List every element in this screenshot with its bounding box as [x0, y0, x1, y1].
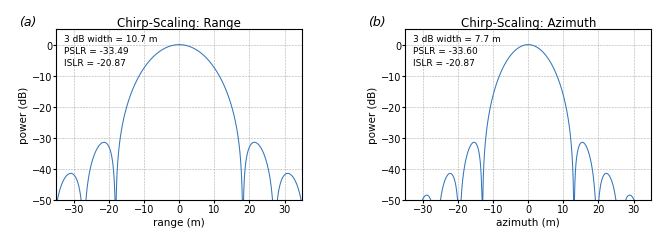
Text: (a): (a) [19, 16, 37, 29]
Text: 3 dB width = 7.7 m
PSLR = -33.60
ISLR = -20.87: 3 dB width = 7.7 m PSLR = -33.60 ISLR = … [412, 35, 501, 68]
Y-axis label: power (dB): power (dB) [368, 86, 378, 144]
Title: Chirp-Scaling: Azimuth: Chirp-Scaling: Azimuth [461, 17, 596, 30]
X-axis label: azimuth (m): azimuth (m) [497, 217, 560, 227]
Text: 3 dB width = 10.7 m
PSLR = -33.49
ISLR = -20.87: 3 dB width = 10.7 m PSLR = -33.49 ISLR =… [64, 35, 157, 68]
X-axis label: range (m): range (m) [153, 217, 205, 227]
Title: Chirp-Scaling: Range: Chirp-Scaling: Range [117, 17, 241, 30]
Y-axis label: power (dB): power (dB) [19, 86, 29, 144]
Text: (b): (b) [369, 16, 386, 29]
